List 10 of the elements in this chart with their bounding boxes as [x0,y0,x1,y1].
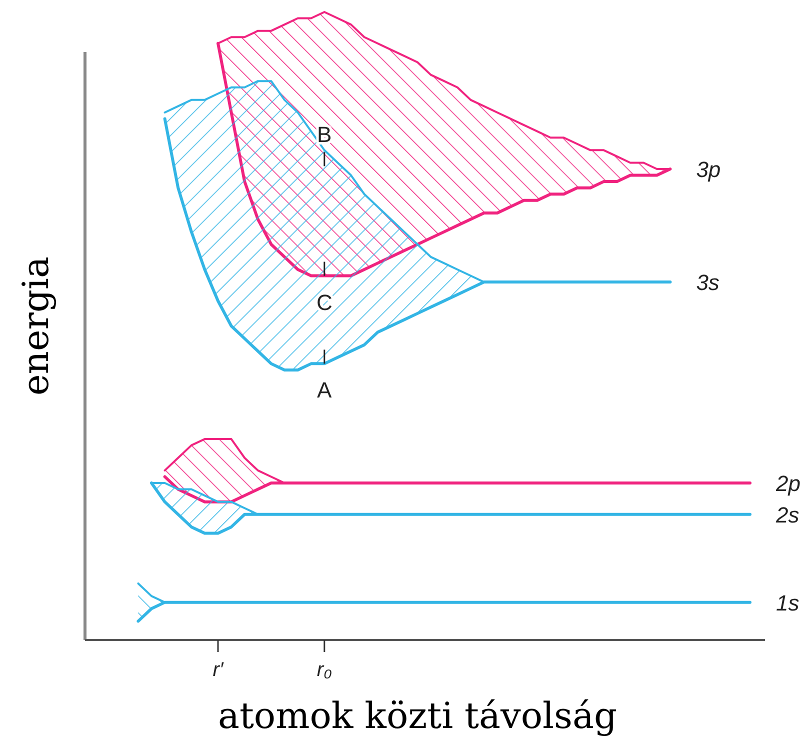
x-tick-label: r₀ [316,659,332,681]
x-axis-title: atomok közti távolság [218,696,617,737]
series-label: 2p [775,471,800,496]
series-label: 1s [776,590,800,616]
series-label: 3p [696,157,721,182]
y-axis-title: energia [16,256,57,396]
annotation: A [317,378,332,403]
series-label: 2s [775,502,800,528]
x-tick-label: r′ [212,659,224,681]
series-label: 3s [696,270,720,296]
